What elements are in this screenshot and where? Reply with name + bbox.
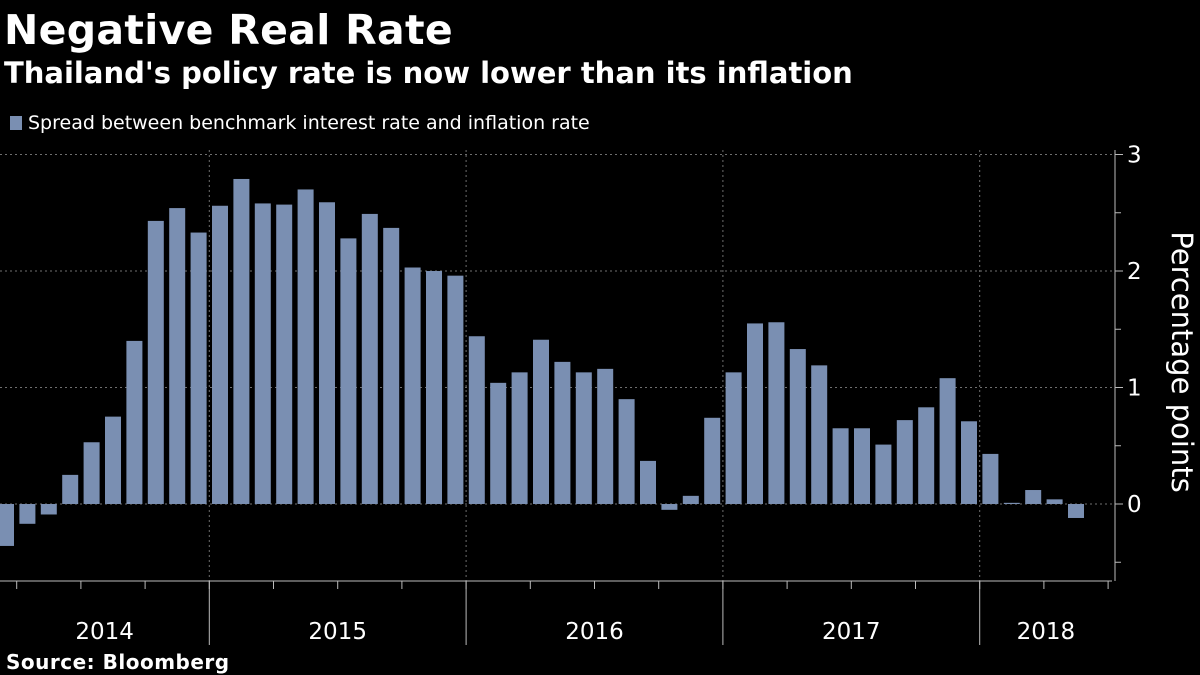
bar: [961, 421, 977, 504]
bar: [426, 271, 442, 504]
bar: [789, 349, 806, 504]
bar: [212, 205, 228, 504]
legend-label: Spread between benchmark interest rate a…: [28, 112, 590, 134]
bar: [297, 189, 314, 504]
bar: [554, 361, 571, 504]
bar: [1003, 502, 1020, 504]
bar: [511, 372, 528, 504]
bar: [939, 378, 956, 504]
x-tick-label: 2018: [1017, 619, 1076, 645]
bar: [404, 267, 421, 504]
chart-title: Negative Real Rate: [4, 6, 454, 54]
x-tick-label: 2016: [565, 619, 624, 645]
x-tick-label: 2014: [75, 619, 134, 645]
bar: [768, 322, 785, 504]
bar: [597, 368, 614, 504]
bar: [1046, 499, 1063, 504]
bar: [276, 204, 293, 504]
bar: [704, 417, 721, 504]
bar: [896, 420, 913, 504]
bar: [383, 227, 400, 504]
bar: [190, 232, 207, 504]
bar: [982, 453, 999, 504]
bar: [661, 504, 678, 510]
bar: [747, 323, 763, 504]
bar: [490, 382, 507, 504]
bar: [319, 202, 335, 504]
bar: [126, 340, 143, 504]
y-axis-label: Percentage points: [1165, 231, 1199, 493]
legend-swatch: [10, 116, 22, 130]
bar: [361, 213, 378, 505]
bar: [854, 428, 870, 504]
bar: [83, 442, 100, 504]
bar: [811, 365, 828, 504]
y-tick-label: 1: [1127, 376, 1142, 402]
bar: [169, 208, 186, 504]
source-note: Source: Bloomberg: [6, 650, 230, 674]
bar: [19, 504, 36, 524]
x-tick-label: 2017: [822, 619, 881, 645]
bar: [0, 504, 14, 546]
bar: [533, 339, 549, 504]
y-tick-label: 2: [1127, 259, 1142, 285]
bar: [725, 372, 742, 504]
legend: Spread between benchmark interest rate a…: [10, 112, 590, 134]
bar: [147, 220, 164, 504]
bar: [447, 275, 464, 504]
y-tick-label: 0: [1127, 492, 1142, 518]
bar: [682, 495, 699, 504]
bar: [1068, 504, 1084, 518]
bar: [640, 460, 656, 504]
bar: [62, 474, 79, 504]
bar: [875, 444, 892, 504]
x-tick-label: 2015: [308, 619, 367, 645]
bar: [468, 336, 485, 504]
bar: [105, 416, 121, 504]
bar: [254, 203, 271, 504]
bar: [233, 178, 250, 504]
bar: [1025, 490, 1042, 504]
bar: [40, 504, 57, 515]
bar: [618, 399, 635, 504]
y-tick-label: 3: [1127, 143, 1142, 169]
bar: [918, 407, 935, 504]
bar: [575, 372, 592, 504]
bar: [832, 428, 849, 504]
bar: [340, 238, 357, 504]
chart-subtitle: Thailand's policy rate is now lower than…: [4, 56, 853, 90]
